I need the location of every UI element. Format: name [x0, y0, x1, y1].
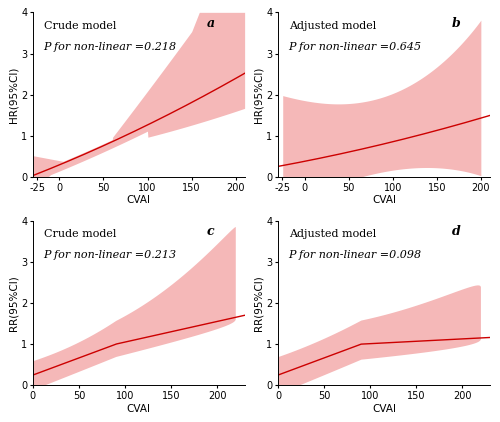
- Text: d: d: [452, 225, 460, 238]
- X-axis label: CVAI: CVAI: [372, 195, 396, 206]
- Text: P for non-linear =0.098: P for non-linear =0.098: [288, 250, 422, 260]
- Y-axis label: RR(95%CI): RR(95%CI): [254, 275, 264, 331]
- Text: Adjusted model: Adjusted model: [288, 229, 376, 239]
- Y-axis label: RR(95%CI): RR(95%CI): [8, 275, 18, 331]
- Y-axis label: HR(95%CI): HR(95%CI): [254, 67, 264, 123]
- Text: P for non-linear =0.213: P for non-linear =0.213: [44, 250, 176, 260]
- Text: P for non-linear =0.645: P for non-linear =0.645: [288, 42, 422, 52]
- Text: a: a: [206, 17, 214, 30]
- Text: Crude model: Crude model: [44, 229, 116, 239]
- Y-axis label: HR(95%CI): HR(95%CI): [8, 67, 18, 123]
- X-axis label: CVAI: CVAI: [127, 404, 151, 414]
- Text: Crude model: Crude model: [44, 21, 116, 30]
- X-axis label: CVAI: CVAI: [372, 404, 396, 414]
- Text: c: c: [206, 225, 214, 238]
- Text: Adjusted model: Adjusted model: [288, 21, 376, 30]
- X-axis label: CVAI: CVAI: [127, 195, 151, 206]
- Text: b: b: [452, 17, 460, 30]
- Text: P for non-linear =0.218: P for non-linear =0.218: [44, 42, 176, 52]
